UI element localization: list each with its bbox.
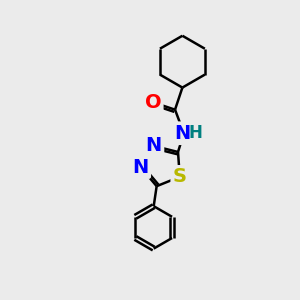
Text: S: S [173,167,187,186]
Text: N: N [174,124,190,143]
Text: H: H [188,124,202,142]
Text: N: N [133,158,149,177]
Text: N: N [146,136,162,155]
Text: O: O [145,93,161,112]
